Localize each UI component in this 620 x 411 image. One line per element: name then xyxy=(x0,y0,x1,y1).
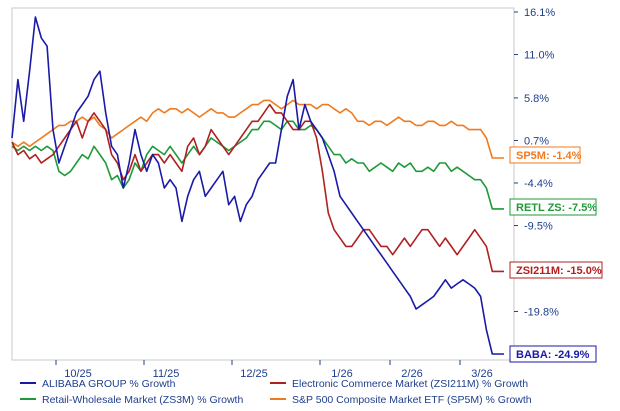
end-label: SP5M: -1.4% xyxy=(516,150,582,162)
y-tick-label: 16.1% xyxy=(524,7,555,19)
y-tick-label: 11.0% xyxy=(524,50,555,62)
x-tick-label: 10/25 xyxy=(64,368,92,380)
legend-label: S&P 500 Composite Market ETF (SP5M) % Gr… xyxy=(292,394,532,406)
end-labels: SP5M: -1.4% RETL ZS: -7.5% ZSI211M: -15.0%… xyxy=(509,146,603,363)
end-label-box xyxy=(509,198,597,216)
end-label: ZSI211M: -15.0% xyxy=(516,265,602,277)
x-tick-label: 2/26 xyxy=(401,368,422,380)
end-label-box xyxy=(509,146,581,164)
end-label-box xyxy=(509,261,603,279)
end-label: RETL ZS: -7.5% xyxy=(516,202,597,214)
legend-label: Retail-Wholesale Market (ZS3M) % Growth xyxy=(42,394,243,406)
y-axis: 16.1% 11.0% 5.8% 0.7% -4.4% -9.5% -19.8% xyxy=(514,7,559,318)
series-line xyxy=(11,120,504,210)
y-tick-label: -19.8% xyxy=(524,306,559,318)
series-layer xyxy=(11,16,504,355)
x-tick-label: 1/26 xyxy=(331,368,352,380)
y-tick-label: 5.8% xyxy=(524,93,549,105)
plot-area: 16.1% 11.0% 5.8% 0.7% -4.4% -9.5% -19.8% 10/25… xyxy=(11,7,603,380)
y-tick-label: -4.4% xyxy=(524,178,553,190)
x-tick-label: 12/25 xyxy=(240,368,268,380)
end-label-box xyxy=(509,345,597,363)
series-line xyxy=(11,16,504,355)
series-line xyxy=(11,103,504,273)
legend-label: ALIBABA GROUP % Growth xyxy=(42,378,176,390)
series-line xyxy=(11,99,504,159)
x-tick-label: 3/26 xyxy=(471,368,492,380)
plot-frame xyxy=(11,7,515,361)
end-label: BABA: -24.9% xyxy=(516,349,590,361)
legend: ALIBABA GROUP % Growth Electronic Commerc… xyxy=(20,378,532,406)
x-axis: 10/25 11/25 12/25 1/26 2/26 3/26 xyxy=(55,360,493,380)
x-tick-label: 11/25 xyxy=(153,368,180,380)
legend-label: Electronic Commerce Market (ZSI211M) % G… xyxy=(292,378,528,390)
y-tick-label: -9.5% xyxy=(524,221,553,233)
y-tick-label: 0.7% xyxy=(524,135,549,147)
